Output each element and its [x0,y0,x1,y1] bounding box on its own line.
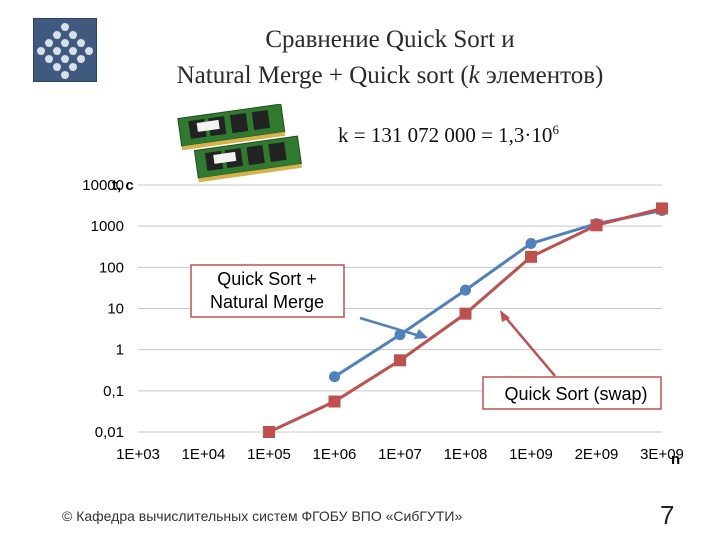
callout-arrowhead-red [500,310,510,322]
x-tick-label: 1E+04 [182,446,226,463]
y-tick-label: 0,1 [103,383,124,400]
k-value-label: k = 131 072 000 = 1,3·106 [338,122,559,147]
data-point-red [459,307,472,320]
callout-arrowhead-blue [414,329,428,339]
slide-title: Сравнение Quick Sort и Natural Merge + Q… [110,22,670,94]
y-tick-labels: 0,01 0,1 1 10 100 1000 10000 [82,177,124,441]
logo-icon [33,18,97,82]
x-tick-label: 1E+05 [247,446,291,463]
x-tick-label: 1E+09 [509,446,553,463]
ram-modules-icon [176,103,306,189]
data-point-red [328,395,341,408]
x-tick-label: 1E+03 [116,446,160,463]
y-tick-label: 100 [99,259,124,276]
y-tick-label: 10000 [82,177,124,194]
x-tick-label: 1E+08 [444,446,488,463]
data-point-red [263,426,275,438]
data-point-blue [525,237,537,249]
callout-red-label: Quick Sort (swap) [504,384,647,404]
x-tick-labels: 1E+03 1E+04 1E+05 1E+06 1E+07 1E+08 1E+09 2E+09… [116,446,684,463]
footer-text: © Кафедра вычислительных систем ФГОБУ ВП… [62,508,463,524]
x-tick-label: 2E+09 [575,446,619,463]
data-point-blue [329,371,340,383]
data-point-red [525,250,537,263]
data-point-red [656,202,668,215]
y-tick-label: 0,01 [95,424,124,441]
x-tick-label: 3E+09 [640,446,684,463]
chart-series [263,202,668,438]
x-tick-label: 1E+07 [378,446,422,463]
callout-box-blue [190,264,345,318]
x-axis-label: n [671,451,680,468]
data-point-red [394,354,406,367]
y-tick-label: 10 [107,301,124,318]
series-line-blue [333,209,663,378]
callout-arrow-blue [359,316,421,338]
y-axis-label: t, c [112,177,134,194]
title-line-1: Сравнение Quick Sort и [265,26,515,53]
data-point-red [590,219,603,232]
title-line-2: Natural Merge + Quick sort (k элементов) [176,62,604,89]
callout-box-red [482,376,662,410]
x-tick-label: 1E+06 [313,446,357,463]
data-point-blue [460,284,471,296]
y-tick-label: 1 [116,342,124,359]
page-number: 7 [660,500,675,530]
callout-blue-line2: Natural Merge [210,292,324,312]
y-tick-label: 1000 [91,218,124,235]
callout-arrow-red [505,317,556,377]
callout-blue-line1: Quick Sort + [217,269,317,289]
